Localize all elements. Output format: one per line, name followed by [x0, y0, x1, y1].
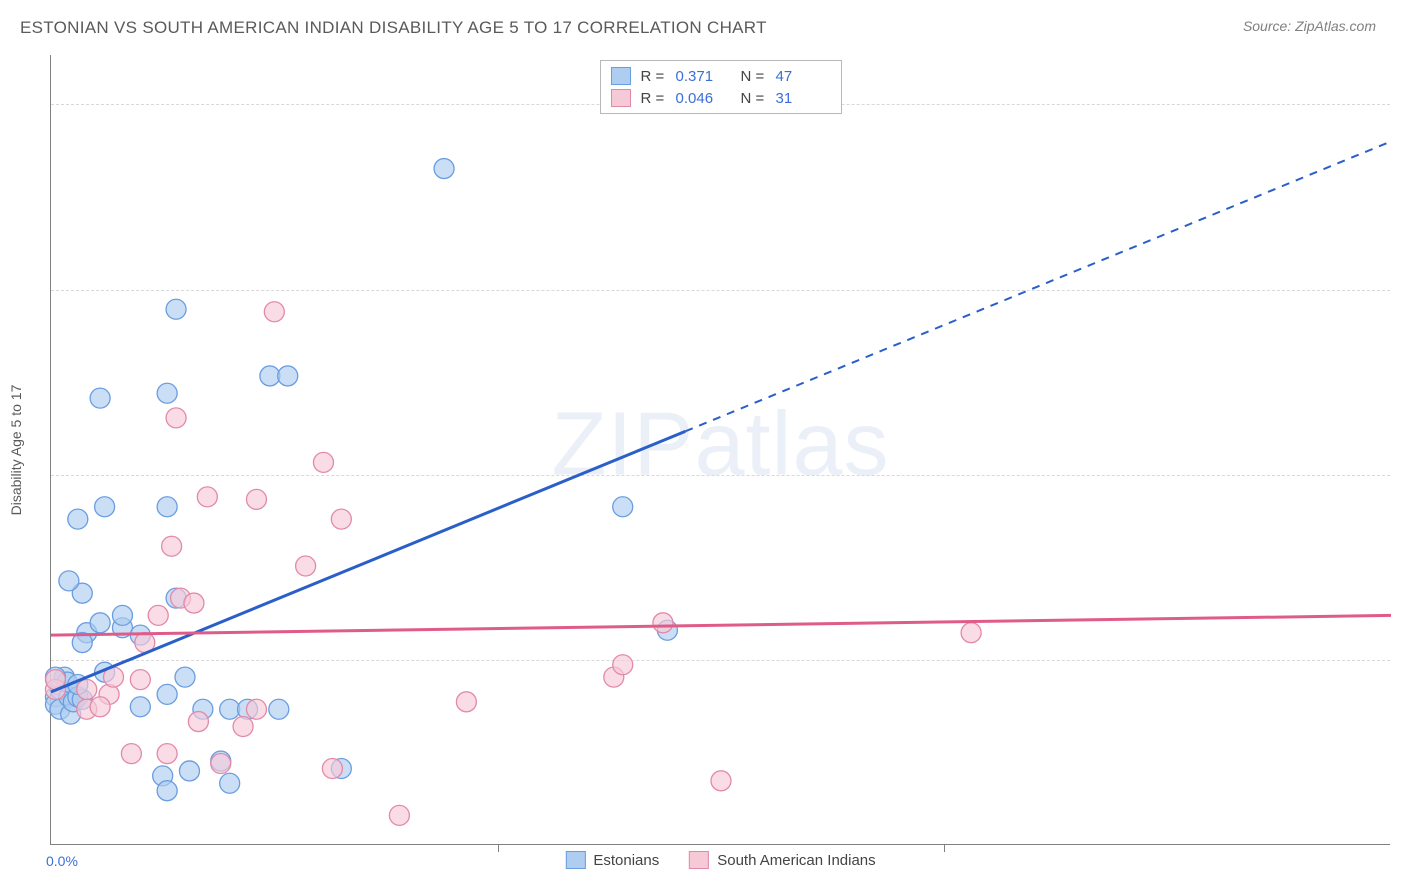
data-point [157, 781, 177, 801]
data-point [90, 613, 110, 633]
data-point [68, 509, 88, 529]
swatch-estonians [565, 851, 585, 869]
data-point [90, 388, 110, 408]
n-value-sai: 31 [776, 90, 831, 107]
data-point [278, 366, 298, 386]
data-point [188, 712, 208, 732]
data-point [90, 697, 110, 717]
legend-item-estonians: Estonians [565, 851, 659, 869]
data-point [95, 497, 115, 517]
data-point [711, 771, 731, 791]
source-attribution: Source: ZipAtlas.com [1243, 18, 1376, 34]
r-value-sai: 0.046 [676, 90, 731, 107]
y-tick-label: 15.0% [1395, 467, 1406, 483]
x-tick [498, 844, 499, 852]
data-point [456, 692, 476, 712]
data-point [260, 366, 280, 386]
data-point [246, 699, 266, 719]
r-label: R = [641, 68, 666, 85]
r-value-estonians: 0.371 [676, 68, 731, 85]
data-point [59, 571, 79, 591]
data-point [166, 299, 186, 319]
legend-label-sai: South American Indians [717, 852, 875, 869]
y-tick-label: 22.5% [1395, 282, 1406, 298]
n-label: N = [741, 68, 766, 85]
legend-item-sai: South American Indians [689, 851, 875, 869]
data-point [389, 805, 409, 825]
y-tick-label: 30.0% [1395, 96, 1406, 112]
data-point [211, 754, 231, 774]
data-point [121, 744, 141, 764]
data-point [653, 613, 673, 633]
y-tick-label: 7.5% [1395, 652, 1406, 668]
data-point [264, 302, 284, 322]
data-point [184, 593, 204, 613]
swatch-estonians [611, 67, 631, 85]
data-point [313, 452, 333, 472]
swatch-sai [689, 851, 709, 869]
y-axis-title: Disability Age 5 to 17 [8, 384, 24, 515]
data-point [130, 697, 150, 717]
scatter-svg [51, 55, 1390, 844]
data-point [220, 773, 240, 793]
data-point [613, 655, 633, 675]
data-point [179, 761, 199, 781]
data-point [157, 383, 177, 403]
data-point [296, 556, 316, 576]
data-point [961, 623, 981, 643]
x-tick [944, 844, 945, 852]
data-point [162, 536, 182, 556]
data-point [220, 699, 240, 719]
x-axis-origin-label: 0.0% [46, 853, 78, 869]
data-point [246, 489, 266, 509]
n-label: N = [741, 90, 766, 107]
data-point [166, 408, 186, 428]
data-point [112, 605, 132, 625]
regression-line-extrapolated [685, 141, 1391, 431]
chart-title: ESTONIAN VS SOUTH AMERICAN INDIAN DISABI… [20, 18, 767, 38]
data-point [322, 758, 342, 778]
data-point [157, 744, 177, 764]
data-point [331, 509, 351, 529]
data-point [175, 667, 195, 687]
data-point [77, 679, 97, 699]
regression-line [51, 615, 1391, 635]
data-point [148, 605, 168, 625]
data-point [613, 497, 633, 517]
regression-line [51, 431, 685, 692]
data-point [197, 487, 217, 507]
series-legend: Estonians South American Indians [565, 851, 875, 869]
data-point [269, 699, 289, 719]
r-label: R = [641, 90, 666, 107]
data-point [233, 717, 253, 737]
plot-area: Disability Age 5 to 17 ZIPatlas 7.5%15.0… [50, 55, 1390, 845]
data-point [157, 497, 177, 517]
n-value-estonians: 47 [776, 68, 831, 85]
correlation-legend: R = 0.371 N = 47 R = 0.046 N = 31 [600, 60, 842, 114]
swatch-sai [611, 89, 631, 107]
data-point [130, 670, 150, 690]
data-point [157, 684, 177, 704]
legend-row-estonians: R = 0.371 N = 47 [611, 65, 831, 87]
legend-row-sai: R = 0.046 N = 31 [611, 87, 831, 109]
data-point [434, 159, 454, 179]
legend-label-estonians: Estonians [593, 852, 659, 869]
